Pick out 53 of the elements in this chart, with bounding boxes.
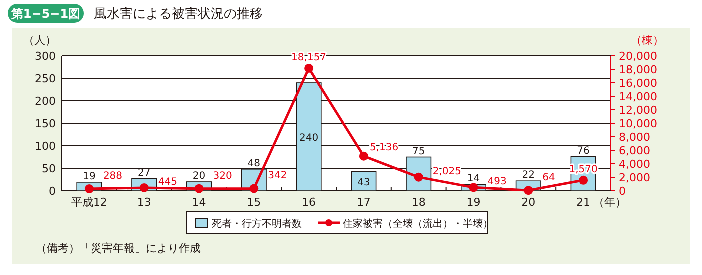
y2-tick-label: 8,000 [619, 131, 650, 144]
y2-tick-label: 16,000 [619, 77, 658, 90]
x-tick-label: 平成12 [71, 196, 108, 209]
y-tick-label: 100 [35, 140, 56, 153]
y2-tick-label: 2,000 [619, 172, 650, 184]
data-label: 22 [522, 170, 536, 182]
data-label: 320 [213, 170, 232, 182]
data-label: 14 [467, 174, 480, 185]
data-label: 493 [488, 176, 507, 188]
data-label: 75 [412, 146, 426, 158]
x-tick-label: 13 [137, 196, 152, 209]
x-tick-label: 19 [466, 196, 481, 209]
y2-tick-label: 6,000 [619, 144, 650, 158]
data-label: 20 [192, 171, 206, 182]
data-label: 445 [158, 176, 178, 188]
text: （備考）「災害年報」により作成 [36, 242, 201, 255]
x-axis-title: （年） [594, 196, 627, 209]
y2-tick-label: 20,000 [619, 50, 658, 63]
y2-tick-label: 18,000 [619, 64, 658, 76]
data-label: 27 [138, 168, 151, 179]
y2-tick-label: 14,000 [619, 90, 658, 104]
y-tick-label: 0 [49, 185, 56, 198]
x-tick-label: 17 [356, 196, 371, 209]
y-tick-label: 250 [35, 72, 56, 86]
y-axis-title: （人） [24, 34, 56, 47]
y-tick-label: 300 [35, 50, 56, 63]
data-label: 342 [268, 170, 288, 182]
y2-tick-label: 4,000 [619, 158, 650, 171]
text: 第1−5−1図 [10, 7, 81, 21]
data-label: 48 [248, 158, 261, 170]
data-label: 64 [542, 172, 556, 184]
data-label: 19 [83, 171, 96, 182]
y-tick-label: 200 [35, 95, 56, 108]
y2-tick-label: 10,000 [619, 118, 658, 130]
data-label: 288 [103, 171, 123, 182]
x-tick-label: 15 [247, 196, 262, 209]
x-tick-label: 14 [192, 196, 206, 209]
y2-tick-label: 12,000 [619, 104, 658, 117]
y-tick-label: 150 [35, 118, 56, 130]
x-tick-label: 16 [302, 196, 316, 209]
y-tick-label: 50 [42, 162, 56, 176]
data-label: 43 [358, 177, 370, 188]
x-tick-label: 20 [522, 196, 536, 209]
data-label: 76 [577, 146, 590, 157]
chart-title: 風水害による被害状況の推移 [94, 6, 263, 22]
x-tick-label: 21 [576, 196, 591, 209]
data-label: 2,025 [432, 166, 462, 178]
y2-tick-label: 0 [619, 185, 626, 198]
data-label: 240 [300, 133, 319, 144]
y2-axis-title: （棟） [631, 34, 664, 47]
legend-label: 死者・行方不明者数 [212, 218, 302, 230]
x-tick-label: 18 [412, 196, 426, 209]
legend-label: 住家被害（全壊（流出）・半壊） [343, 218, 493, 230]
